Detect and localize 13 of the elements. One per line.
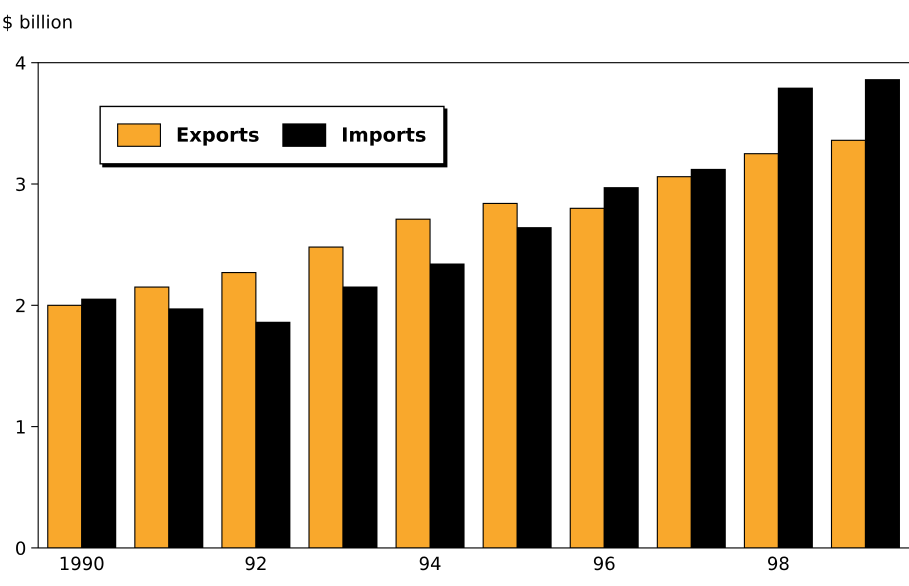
x-tick-label: 1990 <box>60 556 104 570</box>
y-tick-label: 2 <box>16 298 25 312</box>
y-tick-label: 1 <box>16 420 25 434</box>
y-tick-label: 4 <box>16 56 26 70</box>
y-tick-label: 3 <box>16 177 25 192</box>
x-tick-label: 92 <box>246 556 266 570</box>
x-tick-label: 94 <box>420 556 441 570</box>
x-tick-label: 96 <box>594 556 615 570</box>
x-tick-label: 98 <box>768 556 789 570</box>
y-tick-label: 0 <box>16 541 26 556</box>
legend-label: Exports <box>178 127 259 146</box>
y-axis-title: $ billion <box>3 14 72 32</box>
legend-label: Imports <box>342 127 426 146</box>
